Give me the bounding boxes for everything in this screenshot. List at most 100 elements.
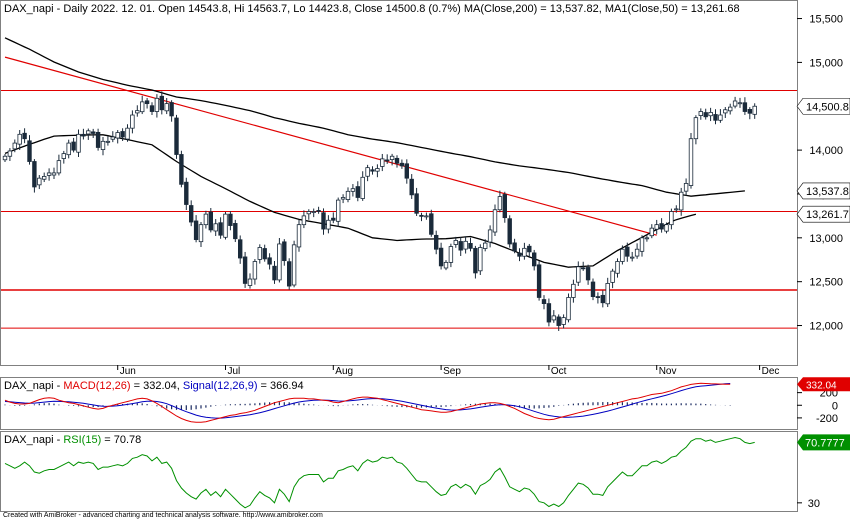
candle-body xyxy=(502,194,507,219)
candle-body xyxy=(669,211,674,226)
candle-body xyxy=(203,213,209,226)
candle-body xyxy=(174,117,179,155)
candle-body xyxy=(546,303,552,323)
macd-y-tick-label: -200 xyxy=(816,413,838,425)
candle-body xyxy=(644,237,650,240)
candle-body xyxy=(551,315,556,321)
candle xyxy=(37,175,42,190)
candle-body xyxy=(566,297,571,321)
candle-body xyxy=(365,167,370,177)
candle xyxy=(27,135,32,165)
candle-body xyxy=(404,163,409,179)
candle xyxy=(389,153,395,166)
candle-body xyxy=(321,212,326,230)
rsi-title-value: = 70.78 xyxy=(101,434,141,446)
candle xyxy=(600,290,605,308)
main-title-series: DAX_napi xyxy=(4,3,54,15)
candle-body xyxy=(478,247,483,272)
candle-body xyxy=(301,215,307,226)
candle xyxy=(71,137,76,153)
x-tick-label: Jun xyxy=(120,366,136,377)
close-tag-bg xyxy=(796,97,850,115)
candle xyxy=(394,155,400,168)
candle xyxy=(443,260,449,271)
candle-body xyxy=(679,191,684,211)
macd-path xyxy=(4,382,731,423)
candle xyxy=(135,105,140,117)
candle xyxy=(345,187,351,203)
candle-body xyxy=(66,142,71,156)
candle xyxy=(497,190,503,213)
candle xyxy=(630,251,635,262)
candle-body xyxy=(345,190,351,200)
candle-body xyxy=(389,155,395,160)
candle-body xyxy=(664,224,669,232)
candle-body xyxy=(277,243,282,281)
candle xyxy=(693,115,699,145)
candle xyxy=(81,128,86,140)
candle xyxy=(610,268,615,289)
candle-body xyxy=(409,178,414,196)
candle-body xyxy=(556,316,561,326)
signal-line xyxy=(4,383,731,419)
candle xyxy=(532,249,537,271)
candle-body xyxy=(517,252,522,257)
candle-body xyxy=(326,219,331,230)
candle-body xyxy=(375,168,380,172)
candle xyxy=(198,222,204,247)
candle xyxy=(326,215,331,234)
candle xyxy=(448,243,454,268)
candle xyxy=(125,124,130,142)
candle xyxy=(154,94,160,118)
candle xyxy=(468,237,473,252)
candle-body xyxy=(331,217,336,221)
candle xyxy=(512,238,517,254)
candle-body xyxy=(688,138,694,186)
candle xyxy=(605,277,610,308)
candle-body xyxy=(424,215,429,218)
candle-body xyxy=(100,140,106,150)
candle-body xyxy=(86,130,91,135)
candle-body xyxy=(581,267,586,270)
rsi-last-value-label: 70.7777 xyxy=(797,434,850,451)
candle-body xyxy=(233,223,238,240)
candle xyxy=(286,258,292,290)
candle-body xyxy=(576,266,581,283)
candle xyxy=(409,174,414,199)
rsi-title-series: DAX_napi xyxy=(4,434,54,446)
candle xyxy=(639,235,645,257)
macd-title-macd: MACD(12,26) xyxy=(63,380,130,392)
candle xyxy=(424,212,429,220)
candle-body xyxy=(188,205,194,223)
candle-body xyxy=(674,208,679,211)
candle-body xyxy=(282,241,287,262)
candle-body xyxy=(340,197,346,200)
candle xyxy=(32,159,37,193)
candle xyxy=(522,242,527,260)
macd-title-signal: Signal(12,26,9) xyxy=(183,380,258,392)
candle-body xyxy=(737,102,743,105)
candle-body xyxy=(247,278,253,286)
candle-body xyxy=(81,133,86,137)
candle-body xyxy=(154,97,160,112)
candle-body xyxy=(659,223,664,230)
candle xyxy=(487,225,493,248)
candle-body xyxy=(561,317,566,325)
candle xyxy=(42,172,47,183)
candle xyxy=(492,204,498,236)
candle xyxy=(507,215,512,248)
candle-body xyxy=(2,155,8,161)
macd-last-value-label: 332.04 xyxy=(797,377,850,392)
candle-body xyxy=(639,237,645,252)
candle xyxy=(566,293,571,323)
candle xyxy=(585,264,591,285)
candle-body xyxy=(22,132,27,140)
candle-body xyxy=(463,240,468,250)
candle-body xyxy=(257,247,262,260)
candle-body xyxy=(380,158,385,167)
candle xyxy=(267,253,272,270)
candle-body xyxy=(615,261,620,274)
candle-body xyxy=(213,223,218,232)
candle xyxy=(233,219,238,243)
candle-body xyxy=(198,224,204,243)
